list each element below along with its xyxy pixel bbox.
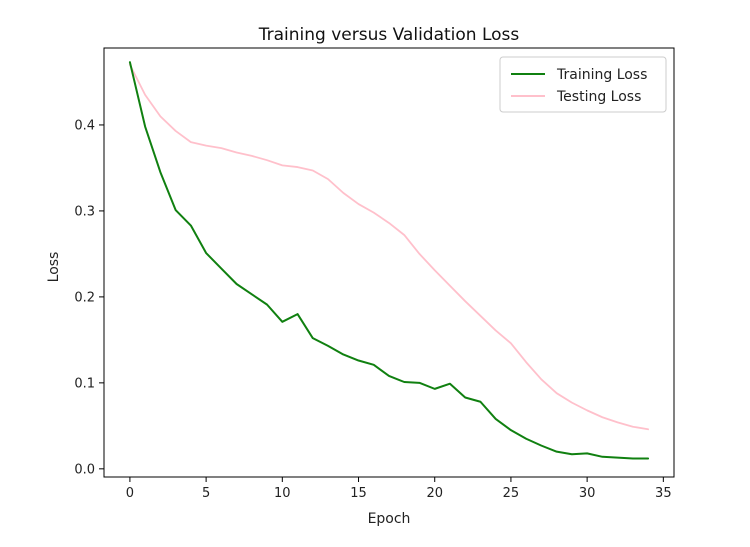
x-tick-label: 5 — [202, 486, 210, 501]
x-tick-label: 25 — [503, 486, 520, 501]
x-tick-label: 0 — [126, 486, 134, 501]
x-tick-label: 10 — [274, 486, 291, 501]
y-axis-label: Loss — [46, 252, 62, 283]
legend-box — [499, 56, 667, 113]
x-tick-label: 30 — [579, 486, 596, 501]
y-tick-label: 0.0 — [74, 462, 95, 477]
series-line-testing-loss — [129, 63, 649, 431]
tick-layer: 0 5 10 15 20 25 30 35 0.0 0.1 0.2 0.3 0.4 — [74, 118, 671, 501]
x-tick-label: 20 — [426, 486, 443, 501]
x-axis-label: Epoch — [368, 511, 411, 527]
legend: Training Loss Testing Loss — [499, 56, 667, 113]
plot-layer — [128, 61, 650, 460]
series-line-training-loss — [128, 61, 650, 460]
y-tick-label: 0.2 — [74, 290, 95, 305]
y-tick-label: 0.3 — [74, 204, 95, 219]
legend-label-testing-loss: Testing Loss — [556, 89, 641, 105]
chart-title: Training versus Validation Loss — [258, 25, 520, 45]
plot-area-frame — [103, 47, 675, 478]
x-tick-label: 35 — [655, 486, 672, 501]
x-tick-label: 15 — [350, 486, 367, 501]
legend-label-training-loss: Training Loss — [556, 67, 647, 83]
y-tick-label: 0.1 — [74, 376, 95, 391]
y-tick-label: 0.4 — [74, 118, 95, 133]
